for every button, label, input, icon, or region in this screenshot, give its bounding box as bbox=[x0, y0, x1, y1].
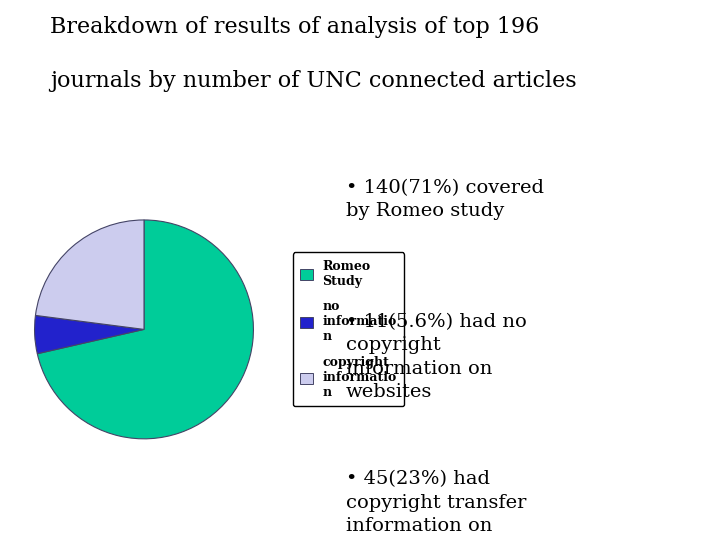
Text: journals by number of UNC connected articles: journals by number of UNC connected arti… bbox=[50, 70, 577, 92]
Text: • 45(23%) had
copyright transfer
information on
publisher website: • 45(23%) had copyright transfer informa… bbox=[346, 470, 526, 540]
Legend: Romeo
Study, no
informatio
n, copyright
informatio
n: Romeo Study, no informatio n, copyright … bbox=[292, 252, 404, 407]
Text: • 11(5.6%) had no
copyright
information on
websites: • 11(5.6%) had no copyright information … bbox=[346, 313, 526, 401]
Text: Breakdown of results of analysis of top 196: Breakdown of results of analysis of top … bbox=[50, 16, 540, 38]
Text: • 140(71%) covered
by Romeo study: • 140(71%) covered by Romeo study bbox=[346, 179, 544, 220]
Wedge shape bbox=[37, 220, 253, 439]
Wedge shape bbox=[35, 315, 144, 354]
Wedge shape bbox=[35, 220, 144, 329]
